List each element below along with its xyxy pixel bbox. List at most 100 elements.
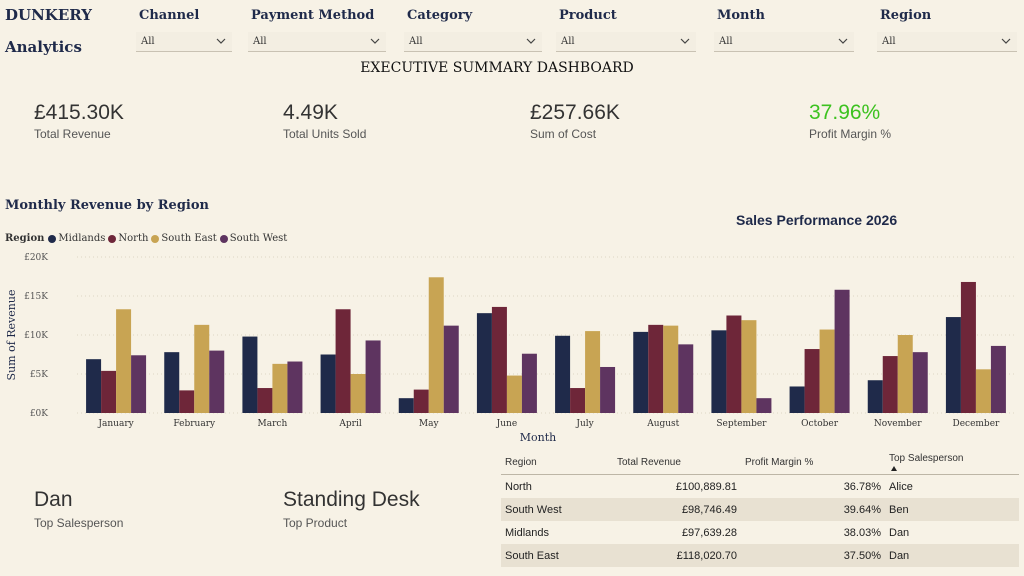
y-tick-label: £10K — [24, 331, 48, 341]
cell-top-salesperson: Dan — [889, 526, 910, 539]
top-product-name: Standing Desk — [283, 488, 420, 511]
cell-profit-margin: 36.78% — [843, 480, 881, 493]
kpi-profit-margin: 37.96% Profit Margin % — [809, 101, 891, 141]
chevron-down-icon — [680, 38, 690, 44]
bar — [428, 277, 444, 413]
bar — [287, 361, 303, 413]
table-row: South East £118,020.70 37.50% Dan — [501, 544, 1019, 567]
dashboard-title: EXECUTIVE SUMMARY DASHBOARD — [360, 60, 634, 76]
cell-profit-margin: 37.50% — [741, 544, 885, 567]
bar — [585, 331, 601, 413]
legend-item-south-east[interactable]: South East — [151, 233, 217, 244]
kpi-total-revenue: £415.30K Total Revenue — [34, 101, 124, 141]
legend-dot — [219, 234, 228, 243]
kpi-total-units: 4.49K Total Units Sold — [283, 101, 366, 141]
top-salesperson-label: Top Salesperson — [34, 516, 124, 530]
region-summary-table: Region Total Revenue Profit Margin % Top… — [501, 450, 1019, 567]
y-axis-title: Sum of Revenue — [5, 290, 18, 381]
chevron-down-icon — [216, 38, 226, 44]
bar — [365, 340, 381, 413]
product-select[interactable]: All — [556, 32, 696, 52]
month-select[interactable]: All — [714, 32, 854, 52]
bar — [521, 353, 537, 413]
top-salesperson-name: Dan — [34, 488, 73, 511]
brand-subtitle: Analytics — [5, 38, 82, 56]
bar — [242, 336, 258, 413]
x-tick-label: July — [575, 419, 594, 429]
legend-item-north[interactable]: North — [108, 233, 148, 244]
x-axis-title: Month — [520, 431, 556, 444]
filter-label: Category — [407, 8, 473, 23]
bar — [711, 330, 727, 413]
bar — [443, 325, 459, 413]
cell-top-salesperson: Dan — [885, 544, 1019, 567]
cell-total-revenue: £100,889.81 — [675, 480, 737, 493]
kpi-value: £257.66K — [530, 101, 620, 124]
bar — [804, 349, 820, 413]
cell-top-salesperson: Alice — [889, 480, 913, 493]
bar — [555, 335, 571, 413]
top-salesperson-card: Dan Top Salesperson — [34, 488, 123, 530]
payment-method-select[interactable]: All — [248, 32, 386, 52]
bar — [600, 366, 616, 413]
chart-title: Monthly Revenue by Region — [5, 198, 209, 213]
revenue-bar-chart: £0K £5K £10K £15K £20K January February March Ap… — [5, 253, 1015, 444]
region-select[interactable]: All — [877, 32, 1017, 52]
filter-label: Channel — [139, 8, 200, 23]
filter-region: Region All — [877, 8, 1017, 52]
y-tick-label: £15K — [24, 292, 48, 302]
category-select[interactable]: All — [404, 32, 542, 52]
x-tick-label: January — [97, 419, 134, 429]
legend-dot — [108, 234, 117, 243]
bar — [335, 309, 351, 413]
x-tick-label: November — [874, 419, 922, 429]
filter-payment-method: Payment Method All — [248, 8, 386, 52]
bar — [741, 320, 757, 413]
x-tick-label: May — [419, 419, 440, 429]
legend-label: South West — [229, 233, 288, 244]
cell-profit-margin: 38.03% — [843, 526, 881, 539]
bar — [663, 325, 679, 413]
filter-label: Product — [559, 8, 617, 23]
bar — [726, 315, 742, 413]
x-tick-label: December — [952, 419, 1000, 429]
channel-select[interactable]: All — [136, 32, 232, 52]
column-header-top-salesperson[interactable]: Top Salesperson — [885, 450, 1019, 475]
select-value: All — [882, 36, 896, 47]
kpi-sum-of-cost: £257.66K Sum of Cost — [530, 101, 620, 141]
kpi-value: £415.30K — [34, 101, 124, 124]
y-tick-label: £20K — [24, 253, 48, 263]
filter-channel: Channel All — [136, 8, 232, 52]
kpi-label: Total Revenue — [34, 127, 111, 141]
chevron-down-icon — [838, 38, 848, 44]
column-header-total-revenue[interactable]: Total Revenue — [613, 450, 741, 475]
x-tick-label: June — [496, 419, 518, 429]
bar — [882, 356, 898, 413]
column-header-region[interactable]: Region — [501, 450, 613, 475]
bar — [164, 352, 180, 413]
legend-item-south-west[interactable]: South West — [219, 233, 288, 244]
bar — [476, 313, 492, 413]
bar — [990, 345, 1006, 413]
bar — [272, 363, 288, 413]
kpi-value: 4.49K — [283, 101, 338, 124]
y-tick-label: £0K — [30, 409, 48, 419]
column-header-label: Top Salesperson — [889, 453, 964, 464]
bar — [179, 390, 195, 413]
cell-region: North — [505, 480, 532, 493]
cell-region: South West — [501, 498, 613, 521]
table-row: Midlands £97,639.28 38.03% Dan — [501, 521, 1019, 544]
legend-dot — [48, 234, 57, 243]
x-tick-label: March — [258, 419, 288, 429]
table-row: North £100,889.81 36.78% Alice — [501, 475, 1019, 499]
bar — [756, 398, 772, 413]
kpi-value: 37.96% — [809, 101, 881, 124]
bar — [257, 388, 273, 413]
bar — [819, 329, 835, 413]
cell-top-salesperson: Ben — [885, 498, 1019, 521]
top-product-label: Top Product — [283, 516, 348, 530]
bar — [633, 331, 649, 413]
select-value: All — [253, 36, 267, 47]
legend-item-midlands[interactable]: Midlands — [48, 233, 105, 244]
column-header-profit-margin[interactable]: Profit Margin % — [741, 450, 885, 475]
